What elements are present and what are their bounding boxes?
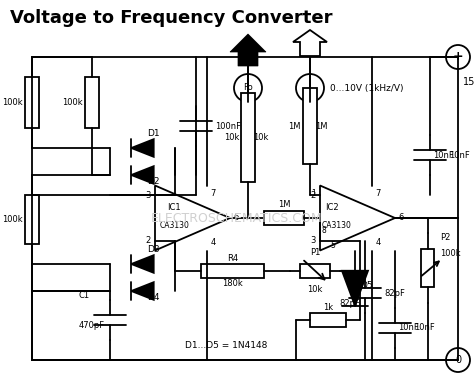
Text: 6: 6 (233, 214, 238, 222)
Text: 2: 2 (146, 236, 151, 245)
Polygon shape (131, 255, 154, 273)
Text: 0: 0 (455, 355, 461, 365)
Text: 1: 1 (311, 189, 316, 198)
Text: D3: D3 (147, 245, 160, 254)
Text: 10k: 10k (224, 133, 239, 142)
Polygon shape (342, 271, 368, 306)
Text: 1M: 1M (278, 200, 290, 209)
Text: CA3130: CA3130 (322, 222, 352, 230)
Text: +: + (453, 50, 463, 63)
Bar (25, 195, 39, 244)
Text: 5: 5 (330, 241, 335, 250)
Text: Voltage to Frequency Converter: Voltage to Frequency Converter (10, 9, 332, 27)
Text: 10nF: 10nF (449, 151, 470, 160)
Text: 82pF: 82pF (339, 298, 360, 308)
Text: 100k: 100k (2, 215, 23, 224)
Polygon shape (131, 282, 154, 300)
Text: 1k: 1k (323, 303, 333, 312)
Text: 10nF: 10nF (414, 324, 435, 332)
Text: 3: 3 (310, 236, 316, 245)
Polygon shape (131, 139, 154, 157)
Text: 1M: 1M (289, 121, 301, 131)
Text: 15V: 15V (463, 77, 474, 87)
Text: 2: 2 (311, 191, 316, 200)
Bar (264, 211, 304, 225)
Text: D1...D5 = 1N4148: D1...D5 = 1N4148 (185, 340, 267, 350)
Polygon shape (131, 166, 154, 184)
Polygon shape (155, 186, 230, 251)
Text: 10k: 10k (253, 133, 268, 142)
Text: 8: 8 (322, 226, 327, 235)
Text: ELECTROSCHEMATICS.COM: ELECTROSCHEMATICS.COM (151, 212, 323, 225)
Polygon shape (230, 34, 266, 66)
Text: 3: 3 (146, 191, 151, 200)
Text: 100k: 100k (440, 249, 461, 257)
Text: Fo: Fo (243, 84, 253, 92)
Text: C1: C1 (79, 290, 90, 299)
Text: 6: 6 (398, 214, 403, 222)
Text: 7: 7 (210, 189, 216, 198)
Bar (241, 93, 255, 182)
Bar (421, 249, 435, 287)
Bar (85, 78, 99, 128)
Polygon shape (320, 186, 395, 251)
Bar (300, 264, 330, 278)
Text: IC2: IC2 (325, 204, 338, 212)
Text: P1: P1 (310, 248, 320, 257)
Text: D4: D4 (147, 293, 160, 302)
Text: 10k: 10k (307, 285, 323, 294)
Text: 10nF: 10nF (398, 324, 419, 332)
Text: CA3130: CA3130 (160, 222, 190, 230)
Text: 100k: 100k (63, 98, 83, 107)
Text: 82pF: 82pF (384, 288, 405, 298)
Text: 470pF: 470pF (79, 320, 105, 330)
Text: 100nF: 100nF (215, 121, 241, 131)
Bar (303, 88, 317, 164)
Text: D5: D5 (360, 281, 373, 290)
Text: IC1: IC1 (167, 204, 181, 212)
Text: D2: D2 (147, 177, 160, 186)
Text: 7: 7 (375, 189, 381, 198)
Bar (25, 78, 39, 128)
Bar (310, 313, 346, 327)
Text: R4: R4 (227, 254, 238, 263)
Polygon shape (293, 30, 327, 56)
Text: 4: 4 (210, 238, 216, 247)
Text: 0...10V (1kHz/V): 0...10V (1kHz/V) (330, 84, 403, 92)
Text: 4: 4 (375, 238, 381, 247)
Text: 10nF: 10nF (433, 151, 454, 160)
Text: P2: P2 (440, 233, 450, 243)
Bar (201, 264, 264, 278)
Text: 1M: 1M (315, 121, 328, 131)
Text: 180k: 180k (222, 279, 243, 288)
Text: D1: D1 (147, 129, 160, 138)
Text: 100k: 100k (2, 98, 23, 107)
